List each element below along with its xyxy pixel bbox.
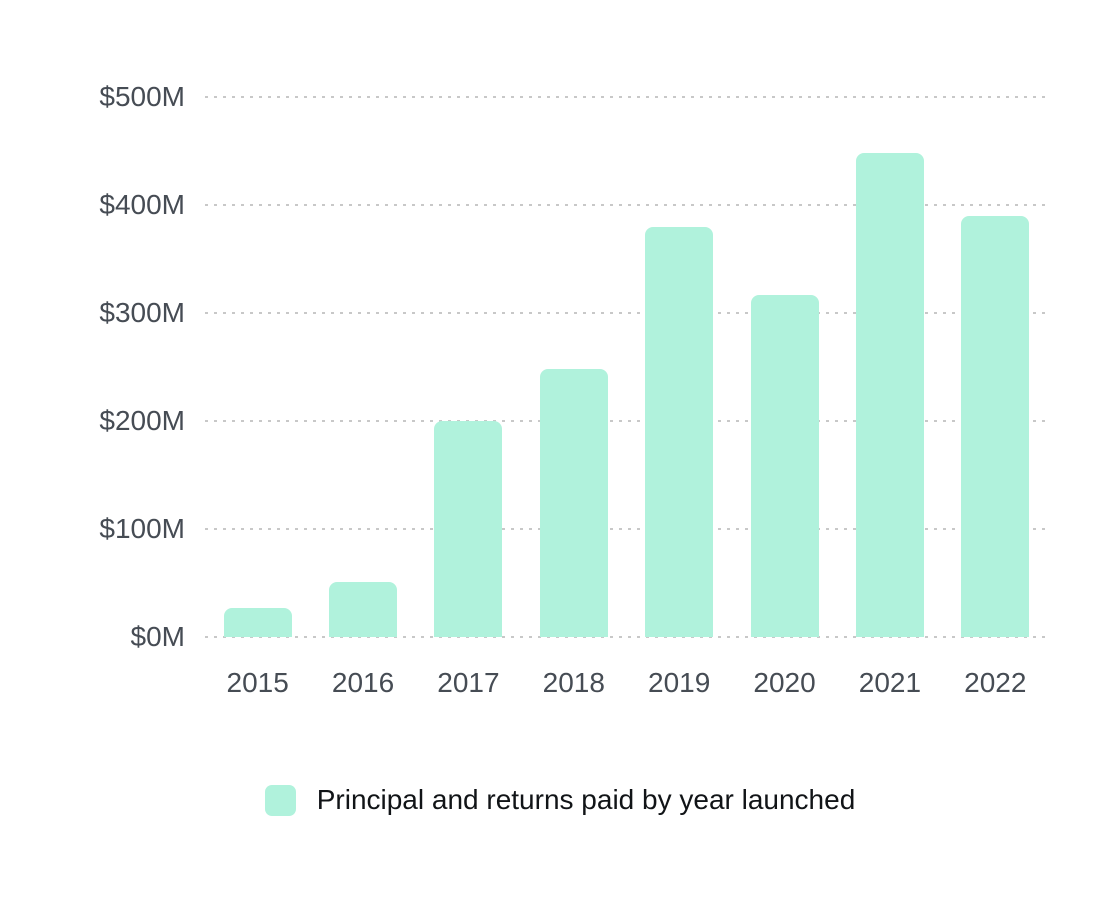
y-tick-label: $400M [99, 189, 185, 220]
gridline [205, 528, 1048, 530]
bar-2016 [329, 581, 398, 637]
legend: Principal and returns paid by year launc… [0, 784, 1120, 816]
x-axis: 2015 2016 2017 2018 2019 2020 2021 2022 [205, 662, 1048, 704]
bar-column [627, 97, 732, 637]
gridline [205, 420, 1048, 422]
bars-row [205, 97, 1048, 637]
x-tick-label: 2015 [226, 667, 289, 698]
bar-2015 [223, 607, 292, 637]
x-tick-label: 2020 [753, 667, 816, 698]
gridline [205, 204, 1048, 206]
plot-area: $0M $100M $200M $300M $400M $500M [99, 83, 1048, 651]
bar-2018 [539, 369, 608, 637]
x-tick-label: 2017 [437, 667, 500, 698]
bar-column [521, 97, 626, 637]
x-tick-label: 2021 [858, 667, 922, 698]
bar-column [310, 97, 415, 637]
gridline [205, 636, 1048, 638]
legend-label: Principal and returns paid by year launc… [316, 784, 856, 815]
x-tick-label: 2022 [964, 667, 1027, 698]
x-tick-label: 2019 [648, 667, 711, 698]
bar-column [416, 97, 521, 637]
x-tick-label: 2016 [331, 667, 395, 698]
gridline [205, 96, 1048, 98]
bar-2020 [750, 294, 819, 637]
bar-column [732, 97, 837, 637]
y-tick-label: $300M [99, 297, 185, 328]
bar-column [205, 97, 310, 637]
y-tick-label: $0M [130, 621, 185, 652]
y-tick-label: $200M [99, 405, 185, 436]
y-tick-label: $100M [99, 513, 185, 544]
bar-column [837, 97, 942, 637]
bar-2022 [961, 215, 1030, 637]
bar-2017 [434, 421, 503, 637]
bar-2019 [645, 226, 714, 637]
gridline [205, 312, 1048, 314]
bar-column [943, 97, 1048, 637]
legend-swatch-icon [264, 784, 296, 816]
y-tick-label: $500M [99, 81, 185, 112]
x-tick-label: 2018 [542, 667, 605, 698]
bar-2021 [855, 153, 924, 637]
